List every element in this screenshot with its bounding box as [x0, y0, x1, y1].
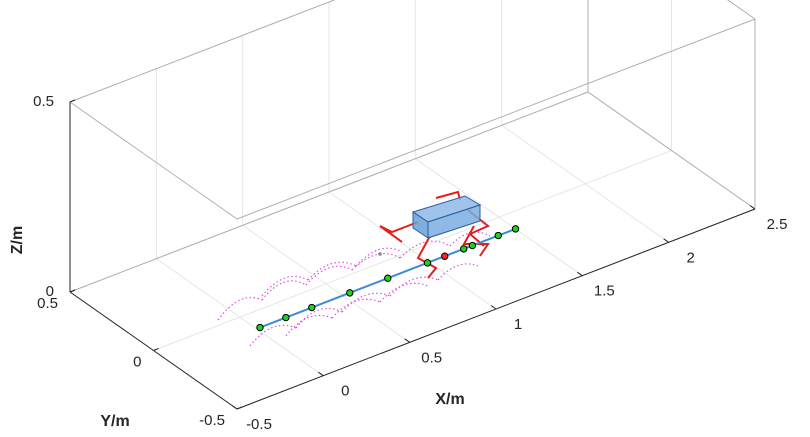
foot-path [249, 263, 479, 347]
trajectory-point [384, 274, 392, 282]
trajectory-point [256, 323, 264, 332]
trajectory-point [511, 225, 520, 233]
z-tick-label: 0.5 [33, 93, 54, 110]
x-tick [231, 405, 238, 410]
x-tick [577, 271, 583, 277]
box-edge [69, 0, 336, 103]
y-tick-label: 0.5 [37, 295, 58, 312]
x-tick [490, 305, 497, 310]
y-tick [236, 406, 243, 410]
box-edge [69, 101, 238, 220]
x-axis-label: X/m [435, 391, 464, 408]
x-tick [318, 371, 324, 377]
trajectory-line [259, 227, 516, 329]
foot-trajectories [217, 231, 491, 347]
trajectory-point [441, 252, 449, 260]
x-tick [663, 238, 669, 243]
grid-line [153, 150, 672, 351]
trajectory-point [423, 259, 432, 267]
trajectory-point [346, 289, 354, 297]
z-tick [69, 289, 76, 293]
foot-path [261, 247, 403, 297]
y-tick-label: 0 [133, 353, 141, 370]
y-axis-label: Y/m [100, 413, 129, 430]
leg [379, 221, 419, 243]
z-tick [69, 99, 76, 103]
box-edge [69, 91, 589, 293]
x-tick-label: 0 [341, 383, 349, 400]
x-tick-label: 1 [514, 316, 522, 333]
trajectory-point [494, 231, 502, 240]
body-front [427, 204, 481, 239]
x-tick-label: -0.5 [246, 416, 272, 433]
trajectory-point [460, 245, 468, 253]
robot-model [217, 190, 491, 347]
box-edge [236, 18, 756, 220]
foot-path [217, 231, 491, 321]
trajectory-point [468, 241, 477, 250]
x-tick-label: 2 [686, 249, 694, 266]
x-tick-label: 1.5 [594, 283, 615, 300]
z-axis-label: Z/m [9, 226, 26, 254]
x-tick [749, 205, 756, 210]
z-tick-label: 0 [46, 283, 54, 300]
x-tick [404, 338, 410, 343]
x-tick-label: 2.5 [767, 216, 788, 233]
trajectory-point [308, 303, 316, 312]
x-tick-label: 0.5 [421, 349, 442, 366]
body [411, 195, 482, 239]
center-of-mass [378, 252, 382, 256]
y-tick-label: -0.5 [199, 412, 225, 429]
y-tick [153, 348, 159, 351]
box-edge [587, 91, 756, 210]
trajectory-point [282, 313, 290, 322]
foot-path [285, 282, 429, 337]
